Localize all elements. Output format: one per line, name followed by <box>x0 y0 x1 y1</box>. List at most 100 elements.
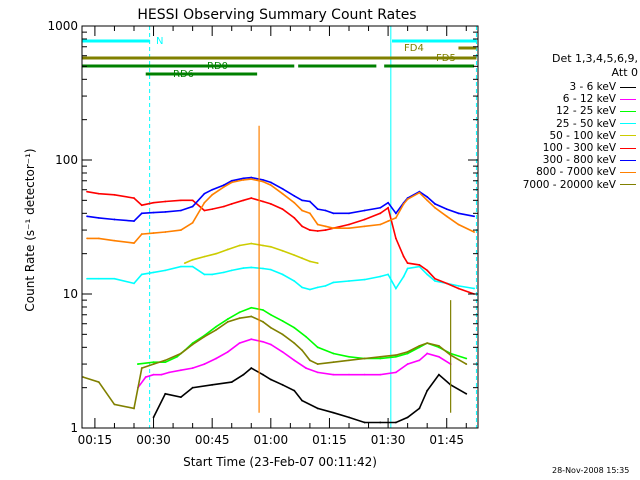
series-3-point-20 <box>309 288 311 291</box>
legend-label-0: 3 - 6 keV <box>569 81 616 94</box>
state-bar-label-rd6: RD6 <box>173 69 194 80</box>
series-2-point-1 <box>152 361 155 364</box>
legend-item-1: 6 - 12 keV <box>478 93 640 105</box>
series-5-point-11 <box>223 205 225 208</box>
series-6-point-8 <box>191 205 194 208</box>
x-tick-label-5: 01:30 <box>371 433 406 447</box>
series-line-8 <box>82 315 467 410</box>
series-8-point-10 <box>215 328 217 331</box>
series-7-point-34 <box>445 215 448 218</box>
series-0-point-17 <box>379 421 382 424</box>
series-3-point-25 <box>363 278 366 281</box>
series-1-point-19 <box>348 373 350 376</box>
series-6-point-14 <box>250 176 253 179</box>
series-2-point-7 <box>215 325 217 328</box>
x-tick-label-4: 01:15 <box>312 433 347 447</box>
series-2-point-16 <box>316 346 319 349</box>
series-4-point-9 <box>281 249 284 252</box>
series-3-point-17 <box>281 273 284 276</box>
legend-label-3: 25 - 50 keV <box>556 117 616 130</box>
series-7-point-2 <box>113 239 116 242</box>
series-5-point-3 <box>133 197 135 199</box>
series-6-point-3 <box>133 220 135 222</box>
series-3-point-2 <box>113 277 116 280</box>
series-2-point-0 <box>137 363 139 365</box>
series-0-point-22 <box>438 373 440 376</box>
series-2-point-10 <box>250 306 253 309</box>
legend-item-2: 12 - 25 keV <box>478 105 640 117</box>
series-4-point-13 <box>316 262 319 265</box>
series-0-point-18 <box>395 421 397 424</box>
series-1-point-10 <box>238 342 241 345</box>
series-3-point-5 <box>152 271 155 274</box>
legend-item-7: 800 - 7000 keV <box>478 166 640 178</box>
series-7-point-33 <box>434 206 436 209</box>
series-0-point-12 <box>301 399 303 402</box>
series-6-point-7 <box>180 209 182 212</box>
legend-swatch-8 <box>620 184 636 186</box>
series-0-point-4 <box>211 383 214 386</box>
series-7-point-36 <box>473 231 475 233</box>
series-0-point-19 <box>406 416 409 419</box>
legend-swatch-5 <box>620 147 636 149</box>
series-0-point-9 <box>269 378 272 381</box>
series-1-point-17 <box>316 371 319 374</box>
series-1-point-23 <box>406 363 409 365</box>
series-5-point-28 <box>395 237 397 240</box>
series-7-point-31 <box>418 191 421 194</box>
y-tick-label-1: 10 <box>63 287 78 301</box>
series-8-point-1 <box>97 381 100 384</box>
series-6-point-33 <box>434 203 436 205</box>
series-5-point-27 <box>387 206 389 209</box>
series-5-point-24 <box>348 223 350 226</box>
series-6-point-1 <box>97 216 100 219</box>
series-1-point-18 <box>332 373 335 376</box>
series-6-point-11 <box>223 184 225 186</box>
state-bar-label-rd0: RD0 <box>207 61 228 72</box>
series-0-point-1 <box>164 392 167 395</box>
series-5-point-9 <box>203 209 206 212</box>
series-0-point-11 <box>293 389 296 392</box>
series-7-point-28 <box>395 216 397 219</box>
series-line-5 <box>86 190 475 295</box>
series-7-point-4 <box>140 233 143 235</box>
legend-header-attenuator: Att 0 <box>611 66 638 79</box>
series-6-point-34 <box>445 208 448 211</box>
series-7-point-32 <box>426 199 429 202</box>
series-2-point-20 <box>379 357 382 360</box>
series-0-point-15 <box>348 416 350 419</box>
series-1-point-6 <box>191 367 194 369</box>
series-line-0 <box>152 367 467 424</box>
series-line-4 <box>184 242 318 264</box>
series-3-point-3 <box>133 282 135 285</box>
series-3-point-0 <box>86 277 88 280</box>
series-8-point-27 <box>418 344 421 347</box>
series-6-point-32 <box>426 196 429 198</box>
series-8-point-6 <box>164 359 167 362</box>
series-6-point-22 <box>324 209 327 212</box>
series-4-point-7 <box>262 244 264 247</box>
series-5-point-32 <box>426 269 429 272</box>
series-3-point-7 <box>180 265 182 268</box>
series-6-point-17 <box>281 187 284 190</box>
legend-label-2: 12 - 25 keV <box>556 105 616 118</box>
series-7-point-6 <box>164 231 167 233</box>
timestamp: 28-Nov-2008 15:35 <box>552 466 630 475</box>
series-6-point-27 <box>387 201 389 204</box>
series-8-point-13 <box>250 315 253 318</box>
series-2-point-2 <box>164 361 167 364</box>
series-8-point-12 <box>238 317 241 320</box>
series-8-point-17 <box>293 342 296 345</box>
series-8-point-7 <box>180 352 182 355</box>
series-3-point-32 <box>426 273 429 276</box>
series-7-point-16 <box>269 184 272 186</box>
series-0-point-10 <box>281 383 284 386</box>
series-6-point-13 <box>242 177 245 180</box>
series-6-point-25 <box>363 209 366 212</box>
legend-label-7: 800 - 7000 keV <box>536 166 616 179</box>
series-5-point-34 <box>445 282 448 285</box>
x-tick-label-6: 01:45 <box>429 433 464 447</box>
series-8-point-28 <box>426 342 429 345</box>
series-8-point-16 <box>281 333 284 336</box>
